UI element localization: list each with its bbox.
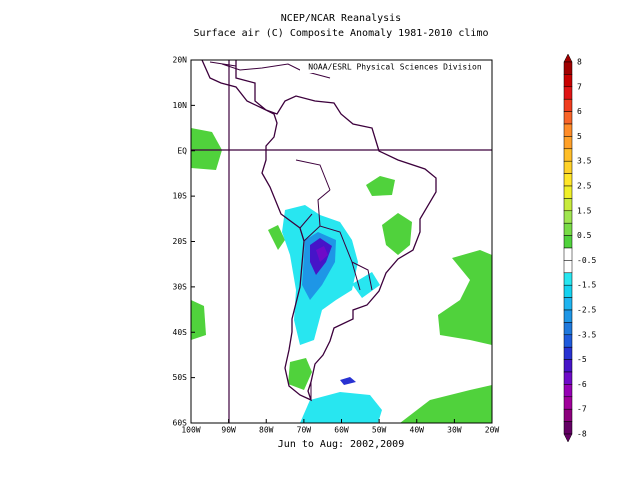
colorbar-segment (563, 371, 573, 385)
anomaly-area (288, 358, 312, 390)
lon-label: 40W (410, 426, 425, 435)
colorbar-label: 7 (577, 82, 582, 91)
anomaly-area (382, 213, 412, 255)
colorbar-segment (563, 123, 573, 137)
lon-label: 100W (181, 426, 200, 435)
lat-label: EQ (177, 146, 187, 155)
lon-label: 70W (297, 426, 312, 435)
lon-label: 30W (447, 426, 462, 435)
anomaly-area (400, 385, 492, 423)
anomaly-area (268, 225, 285, 250)
colorbar-label: 3.5 (577, 157, 592, 166)
colorbar-segment (563, 185, 573, 199)
subtitle: Surface air (C) Composite Anomaly 1981-2… (193, 28, 488, 39)
colorbar-segment (563, 235, 573, 249)
colorbar-cap (563, 433, 573, 443)
colorbar-label: -7 (577, 405, 587, 414)
lon-label: 20W (485, 426, 500, 435)
colorbar-segment (563, 210, 573, 224)
title: NCEP/NCAR Reanalysis (281, 13, 401, 24)
colorbar-label: -2.5 (577, 306, 596, 315)
colorbar-label: -1.5 (577, 281, 596, 290)
lon-label: 60W (334, 426, 349, 435)
lon-label: 50W (372, 426, 387, 435)
colorbar-segment (563, 136, 573, 150)
anomaly-area (340, 377, 356, 385)
colorbar-segment (563, 111, 573, 125)
colorbar-segment (563, 408, 573, 422)
anomaly-area (352, 272, 380, 298)
colorbar-segment (563, 322, 573, 336)
colorbar-segment (563, 173, 573, 187)
colorbar-label: 6 (577, 107, 582, 116)
colorbar-label: -8 (577, 430, 587, 439)
lat-label: 20S (173, 237, 188, 246)
lat-label: 20N (173, 56, 188, 65)
colorbar-segment (563, 86, 573, 100)
colorbar-segment (563, 384, 573, 398)
colorbar-label: -3.5 (577, 330, 596, 339)
colorbar-label: -6 (577, 380, 587, 389)
colorbar-label: -0.5 (577, 256, 596, 265)
attribution: NOAA/ESRL Physical Sciences Division (308, 63, 482, 72)
colorbar: 8 7 6 5 3.5 2.5 1.5 0.5 -0.5 -1.5 -2.5 -3.5 -5 -6 -7 -8 (563, 53, 596, 443)
colorbar-segment (563, 222, 573, 236)
colorbar-segment (563, 297, 573, 311)
lat-label: 60S (173, 419, 188, 428)
map-field (191, 60, 492, 423)
lon-label: 90W (221, 426, 236, 435)
colorbar-segment (563, 421, 573, 435)
colorbar-segment (563, 61, 573, 75)
anomaly-area (316, 246, 328, 262)
border (295, 159, 373, 400)
attribution-box (300, 61, 491, 73)
caption: Jun to Aug: 2002,2009 (278, 439, 404, 450)
lat-label: 50S (173, 373, 188, 382)
lat-label: 10S (173, 192, 188, 201)
colorbar-label: 8 (577, 58, 582, 67)
colorbar-label: 1.5 (577, 206, 592, 215)
anomaly-area (300, 392, 382, 423)
colorbar-segment (563, 309, 573, 323)
anomaly-area (438, 250, 492, 345)
lat-label: 30S (173, 282, 188, 291)
colorbar-segment (563, 346, 573, 360)
colorbar-segment (563, 160, 573, 174)
lon-label: 80W (259, 426, 274, 435)
colorbar-label: -5 (577, 355, 587, 364)
anomaly-area (191, 300, 206, 340)
colorbar-cap (563, 53, 573, 63)
colorbar-segment (563, 284, 573, 298)
lat-label: 10N (173, 101, 188, 110)
colorbar-label: 2.5 (577, 182, 592, 191)
anomaly-area (191, 128, 222, 170)
colorbar-segment (563, 359, 573, 373)
anomaly-area (366, 176, 395, 196)
colorbar-label: 0.5 (577, 231, 592, 240)
colorbar-segment (563, 260, 573, 274)
colorbar-segment (563, 74, 573, 88)
colorbar-segment (563, 198, 573, 212)
colorbar-label: 5 (577, 132, 582, 141)
colorbar-segment (563, 396, 573, 410)
colorbar-segment (563, 148, 573, 162)
colorbar-segment (563, 272, 573, 286)
colorbar-segment (563, 334, 573, 348)
colorbar-segment (563, 247, 573, 261)
colorbar-segment (563, 98, 573, 112)
lat-label: 40S (173, 328, 188, 337)
